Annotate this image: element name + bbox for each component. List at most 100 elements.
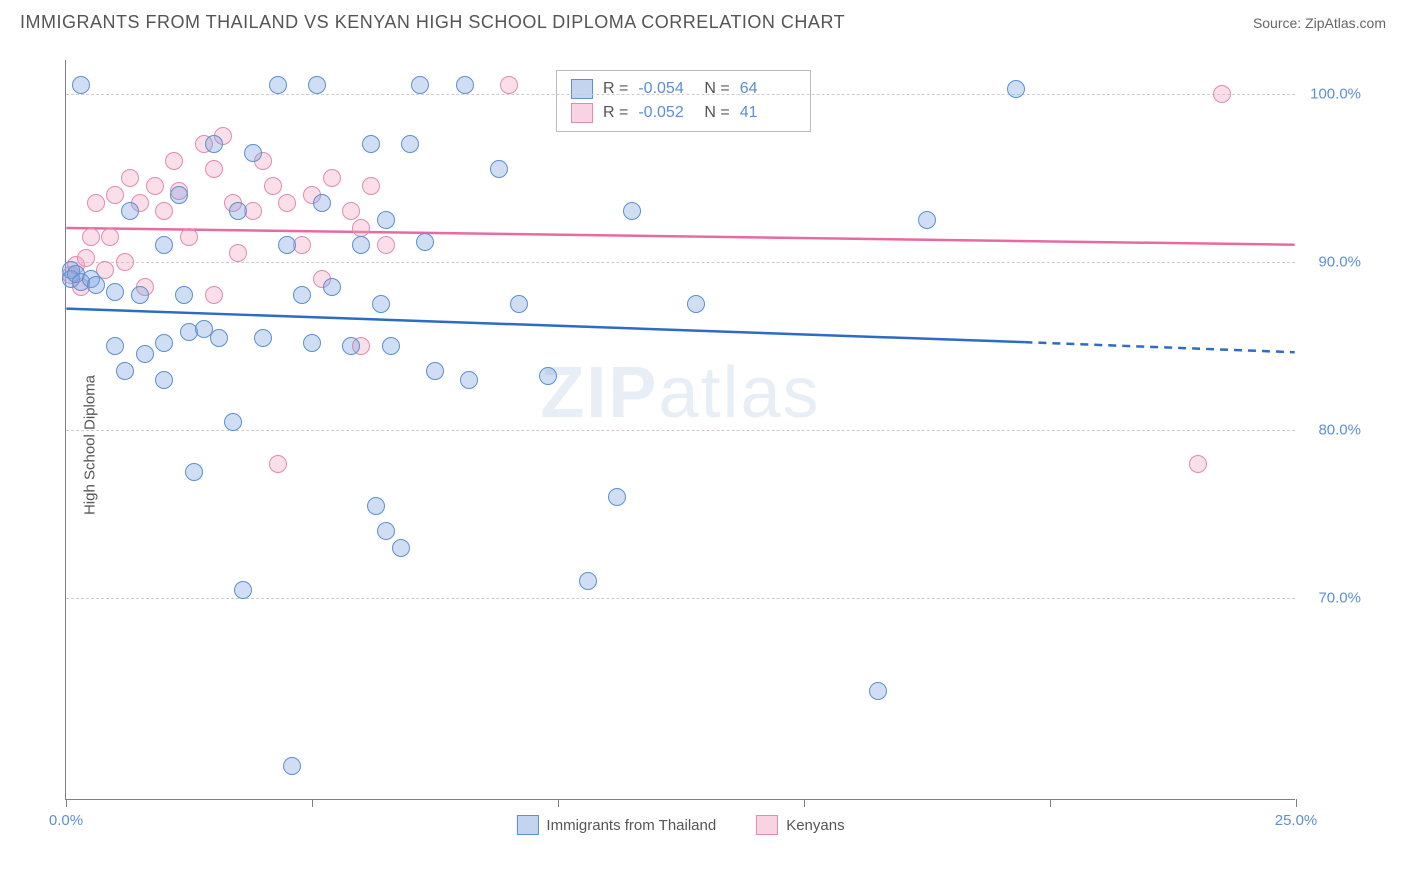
data-point (131, 286, 149, 304)
data-point (229, 244, 247, 262)
data-point (121, 169, 139, 187)
r-value-pink: -0.052 (638, 104, 694, 122)
data-point (269, 76, 287, 94)
data-point (313, 194, 331, 212)
data-point (136, 345, 154, 363)
data-point (269, 455, 287, 473)
y-tick-label: 80.0% (1318, 422, 1361, 439)
watermark: ZIPatlas (540, 352, 820, 434)
data-point (106, 337, 124, 355)
legend-item-pink: Kenyans (756, 815, 844, 835)
data-point (377, 211, 395, 229)
data-point (539, 367, 557, 385)
data-point (155, 371, 173, 389)
data-point (72, 76, 90, 94)
data-point (175, 286, 193, 304)
data-point (377, 236, 395, 254)
data-point (500, 76, 518, 94)
swatch-blue-icon (571, 79, 593, 99)
y-tick-label: 90.0% (1318, 253, 1361, 270)
x-tick (1050, 799, 1051, 807)
correlation-stats-box: R = -0.054 N = 64 R = -0.052 N = 41 (556, 70, 811, 132)
x-tick-label: 25.0% (1275, 812, 1318, 829)
data-point (234, 581, 252, 599)
gridline (66, 430, 1295, 431)
stats-row-blue: R = -0.054 N = 64 (571, 77, 796, 101)
data-point (82, 228, 100, 246)
data-point (352, 236, 370, 254)
chart-container: High School Diploma ZIPatlas R = -0.054 … (50, 50, 1390, 840)
data-point (254, 329, 272, 347)
swatch-pink-icon (756, 815, 778, 835)
data-point (146, 177, 164, 195)
data-point (155, 202, 173, 220)
data-point (490, 160, 508, 178)
data-point (101, 228, 119, 246)
data-point (1189, 455, 1207, 473)
data-point (392, 539, 410, 557)
data-point (205, 286, 223, 304)
data-point (323, 169, 341, 187)
data-point (278, 194, 296, 212)
data-point (372, 295, 390, 313)
data-point (224, 413, 242, 431)
data-point (342, 337, 360, 355)
gridline (66, 598, 1295, 599)
data-point (308, 76, 326, 94)
x-tick (1296, 799, 1297, 807)
data-point (1213, 85, 1231, 103)
legend-label-pink: Kenyans (786, 817, 844, 834)
r-label: R = (603, 80, 628, 98)
data-point (210, 329, 228, 347)
gridline (66, 94, 1295, 95)
data-point (170, 186, 188, 204)
data-point (106, 186, 124, 204)
y-tick-label: 70.0% (1318, 590, 1361, 607)
y-tick-label: 100.0% (1310, 85, 1361, 102)
data-point (303, 334, 321, 352)
data-point (1007, 80, 1025, 98)
scatter-plot-area: ZIPatlas R = -0.054 N = 64 R = -0.052 N … (65, 60, 1295, 800)
x-tick (66, 799, 67, 807)
swatch-blue-icon (516, 815, 538, 835)
data-point (377, 522, 395, 540)
data-point (869, 682, 887, 700)
data-point (362, 135, 380, 153)
data-point (687, 295, 705, 313)
x-tick (558, 799, 559, 807)
data-point (264, 177, 282, 195)
data-point (165, 152, 183, 170)
data-point (382, 337, 400, 355)
bottom-legend: Immigrants from Thailand Kenyans (516, 815, 844, 835)
data-point (278, 236, 296, 254)
data-point (416, 233, 434, 251)
data-point (367, 497, 385, 515)
data-point (155, 334, 173, 352)
data-point (244, 144, 262, 162)
data-point (918, 211, 936, 229)
data-point (106, 283, 124, 301)
data-point (229, 202, 247, 220)
n-label: N = (704, 80, 729, 98)
data-point (87, 276, 105, 294)
data-point (460, 371, 478, 389)
data-point (180, 228, 198, 246)
legend-item-blue: Immigrants from Thailand (516, 815, 716, 835)
data-point (401, 135, 419, 153)
data-point (510, 295, 528, 313)
source-attribution: Source: ZipAtlas.com (1253, 15, 1386, 31)
n-value-pink: 41 (740, 104, 796, 122)
chart-title: IMMIGRANTS FROM THAILAND VS KENYAN HIGH … (20, 12, 845, 33)
data-point (116, 362, 134, 380)
data-point (608, 488, 626, 506)
data-point (579, 572, 597, 590)
data-point (155, 236, 173, 254)
n-label: N = (704, 104, 729, 122)
r-value-blue: -0.054 (638, 80, 694, 98)
data-point (283, 757, 301, 775)
data-point (205, 160, 223, 178)
data-point (87, 194, 105, 212)
r-label: R = (603, 104, 628, 122)
data-point (323, 278, 341, 296)
x-tick (804, 799, 805, 807)
